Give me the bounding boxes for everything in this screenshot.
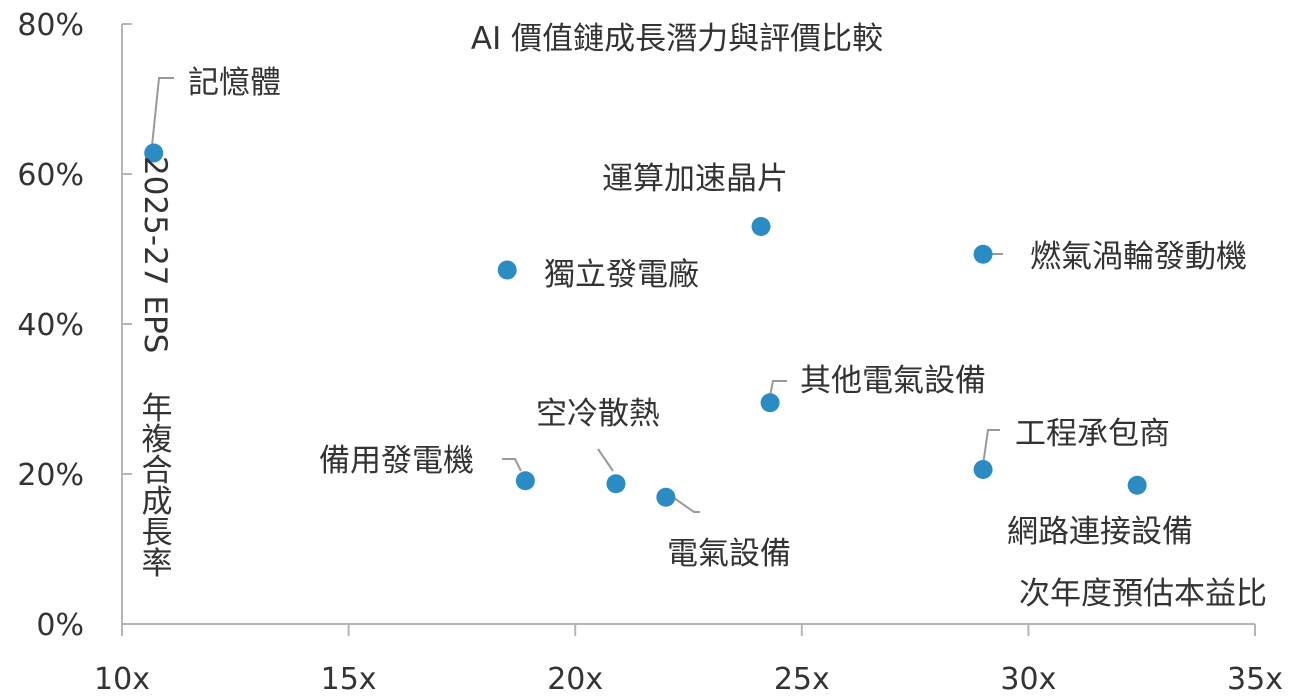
x-tick-labels: 10x 15x 20x 25x 30x 35x	[94, 662, 1283, 697]
y-tick-label: 20%	[17, 458, 84, 493]
leader-line	[502, 458, 522, 472]
data-point	[515, 471, 535, 491]
leader-line	[151, 77, 174, 147]
point-label: 記憶體	[188, 65, 281, 101]
x-tick-label: 30x	[1000, 662, 1056, 697]
point-label: 工程承包商	[1015, 416, 1170, 452]
point-label: 燃氣渦輪發動機	[1030, 239, 1247, 275]
y-axis-label-char: 複	[142, 422, 173, 458]
data-point	[760, 393, 780, 413]
point-label: 備用發電機	[319, 443, 474, 479]
axes	[121, 23, 1256, 636]
x-tick-label: 25x	[774, 662, 830, 697]
leader-line	[673, 497, 700, 513]
x-tick-label: 10x	[94, 662, 150, 697]
y-tick-label: 40%	[17, 308, 84, 343]
y-axis-label-char: 年	[142, 391, 173, 427]
leader-lines	[151, 77, 1003, 513]
data-point	[1127, 475, 1147, 495]
x-axis-label: 次年度預估本益比	[1019, 576, 1267, 612]
point-label: 空冷散熱	[536, 396, 660, 432]
point-label: 其他電氣設備	[800, 363, 986, 399]
data-point	[656, 487, 676, 507]
y-axis-label-char: 合	[142, 453, 173, 489]
leader-line	[597, 448, 614, 472]
data-point	[606, 474, 626, 494]
y-axis-label-char: 率	[142, 546, 173, 582]
point-label: 運算加速晶片	[602, 161, 788, 197]
data-point	[973, 244, 993, 264]
leader-line	[769, 380, 787, 397]
y-tick-label: 80%	[17, 8, 84, 43]
x-tick-label: 15x	[321, 662, 377, 697]
data-point	[973, 460, 993, 479]
leader-line	[982, 429, 1000, 466]
y-axis-label-char: 長	[142, 515, 173, 551]
y-tick-label: 60%	[17, 158, 84, 193]
data-point	[144, 143, 164, 163]
chart-title: AI 價值鏈成長潛力與評價比較	[471, 21, 883, 57]
data-point	[497, 260, 517, 280]
data-points	[144, 143, 1147, 507]
x-tick-label: 35x	[1227, 662, 1283, 697]
y-axis-label-char: 成	[142, 484, 173, 520]
y-tick-label: 0%	[36, 608, 84, 643]
point-label: 網路連接設備	[1007, 514, 1193, 550]
x-tick-label: 20x	[547, 662, 603, 697]
y-tick-labels: 0% 20% 40% 60% 80%	[17, 8, 84, 643]
data-point	[751, 217, 771, 236]
point-label: 電氣設備	[667, 536, 791, 572]
y-axis-label-rotated: 2025-27 EPS	[137, 156, 173, 353]
point-label: 獨立發電廠	[544, 257, 699, 293]
